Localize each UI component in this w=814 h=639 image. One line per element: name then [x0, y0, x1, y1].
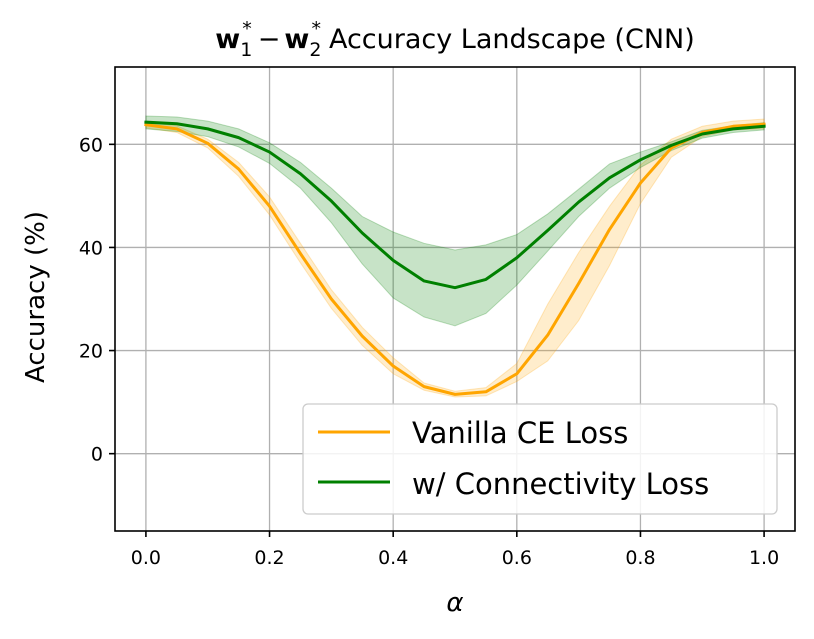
legend: Vanilla CE Loss w/ Connectivity Loss — [302, 403, 778, 515]
x-axis-label: α — [446, 588, 463, 618]
series-lines — [144, 120, 766, 396]
line-connectivity — [144, 120, 766, 290]
x-tick-label-4: 0.8 — [625, 547, 655, 569]
plot-frame — [114, 66, 796, 532]
y-axis: 0 20 40 60 — [79, 134, 115, 466]
band-vanilla — [145, 118, 765, 398]
title-rest: Accuracy Landscape (CNN) — [329, 24, 695, 55]
legend-label-vanilla: Vanilla CE Loss — [412, 416, 628, 450]
title-vector-1: w — [215, 24, 240, 55]
confidence-bands — [145, 115, 765, 398]
x-tick-label-1: 0.2 — [254, 547, 284, 569]
x-tick-label-3: 0.6 — [502, 547, 532, 569]
band-connectivity — [145, 115, 765, 327]
y-tick-label-2: 40 — [79, 237, 103, 259]
y-tick-label-0: 0 — [91, 444, 103, 466]
title-sup-2: * — [311, 18, 321, 40]
y-axis-label: Accuracy (%) — [21, 211, 51, 383]
title-sup-1: * — [242, 18, 252, 40]
chart-title: w1* − w2* Accuracy Landscape (CNN) — [215, 18, 695, 61]
y-tick-label-1: 20 — [79, 341, 103, 363]
legend-box — [302, 403, 778, 515]
title-operator: − — [258, 24, 281, 55]
x-tick-label-5: 1.0 — [749, 547, 779, 569]
title-sub-2: 2 — [309, 39, 321, 61]
legend-label-connectivity: w/ Connectivity Loss — [412, 467, 709, 501]
x-axis: 0.0 0.2 0.4 0.6 0.8 1.0 — [131, 531, 779, 569]
x-tick-label-2: 0.4 — [378, 547, 408, 569]
y-tick-label-3: 60 — [79, 134, 103, 156]
title-vector-2: w — [284, 24, 309, 55]
title-sub-1: 1 — [240, 39, 252, 61]
x-tick-label-0: 0.0 — [131, 547, 161, 569]
line-vanilla — [144, 122, 766, 396]
